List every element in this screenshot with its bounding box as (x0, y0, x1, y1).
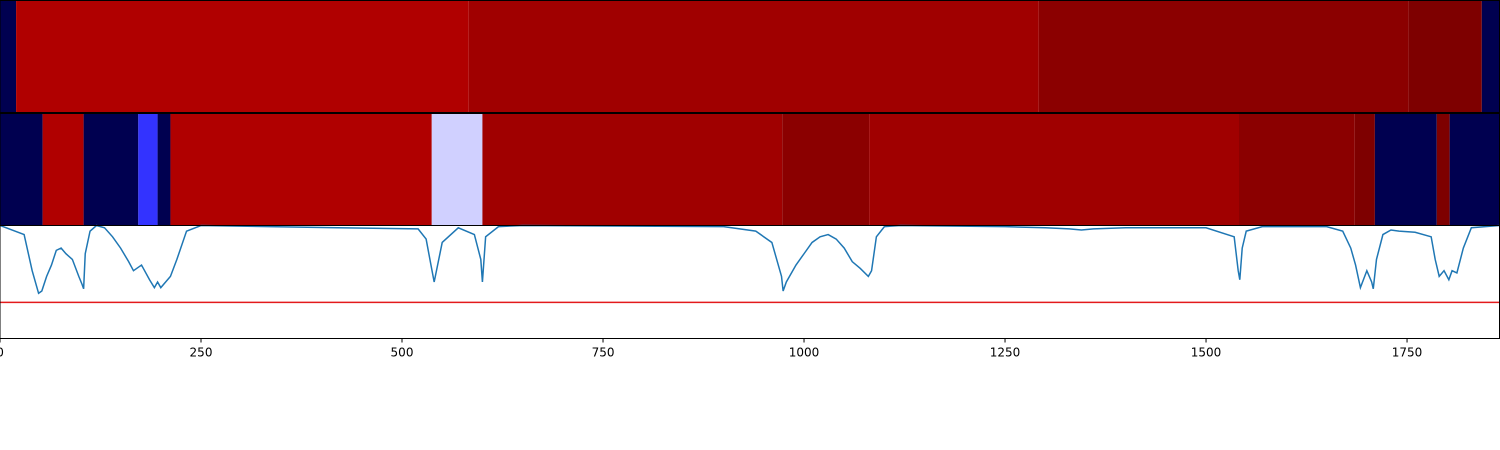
segment-1-5 (1408, 0, 1482, 113)
x-tick-label-250: 250 (190, 346, 213, 360)
segment-2-11 (1238, 113, 1355, 226)
segment-1-4 (1038, 0, 1409, 113)
x-tick-label-1750: 1750 (1392, 346, 1423, 360)
x-tick-label-1500: 1500 (1191, 346, 1222, 360)
segment-2-9 (782, 113, 870, 226)
segment-1-3 (468, 0, 1039, 113)
segment-2-10 (869, 113, 1239, 226)
segment-2-2 (42, 113, 84, 226)
top-segment-strip (0, 0, 1500, 113)
segment-1-6 (1481, 0, 1500, 113)
segment-2-7 (431, 113, 483, 226)
segment-2-15 (1449, 113, 1500, 226)
segment-2-1 (0, 113, 43, 226)
segment-1-2 (16, 0, 469, 113)
x-tick-label-0: 0 (0, 346, 4, 360)
series-line (0, 224, 1500, 295)
middle-segment-strip (0, 113, 1500, 226)
segment-2-6 (170, 113, 432, 226)
segment-2-4 (138, 113, 158, 226)
x-tick-label-750: 750 (592, 346, 615, 360)
x-tick-label-1250: 1250 (990, 346, 1021, 360)
x-tick-label-1000: 1000 (789, 346, 820, 360)
segment-1-1 (0, 0, 17, 113)
segment-2-14 (1436, 113, 1450, 226)
segment-2-13 (1374, 113, 1437, 226)
segment-2-3 (83, 113, 139, 226)
x-tick-label-500: 500 (391, 346, 414, 360)
x-axis: 0 250 500 750 1000 1250 1500 1750 (0, 338, 1423, 360)
line-panel (0, 224, 1500, 304)
segment-2-5 (157, 113, 171, 226)
segment-2-8 (482, 113, 783, 226)
line-panel-frame (0, 225, 1500, 339)
segment-2-12 (1354, 113, 1375, 226)
